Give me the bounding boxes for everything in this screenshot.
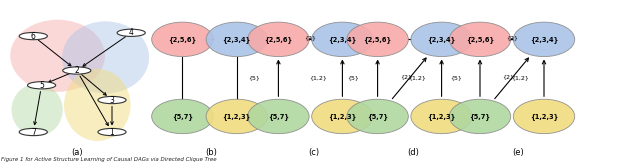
Text: (a): (a) bbox=[71, 148, 83, 157]
Text: (c): (c) bbox=[308, 148, 319, 157]
Text: 3: 3 bbox=[109, 96, 115, 104]
Text: {2,3,4}: {2,3,4} bbox=[328, 36, 356, 43]
Text: 2: 2 bbox=[74, 66, 79, 75]
Ellipse shape bbox=[206, 99, 268, 134]
Text: {1,2,3}: {1,2,3} bbox=[223, 113, 251, 120]
Text: 7: 7 bbox=[31, 128, 36, 136]
Text: {5}: {5} bbox=[248, 75, 260, 80]
Ellipse shape bbox=[347, 22, 408, 57]
Text: {1,2,3}: {1,2,3} bbox=[428, 113, 456, 120]
Ellipse shape bbox=[513, 99, 575, 134]
Text: {5}: {5} bbox=[450, 75, 461, 80]
Text: {2,3,4}: {2,3,4} bbox=[428, 36, 456, 43]
Text: 6: 6 bbox=[31, 32, 36, 41]
Text: 5: 5 bbox=[39, 81, 44, 90]
Ellipse shape bbox=[411, 99, 472, 134]
Text: {1,2}: {1,2} bbox=[408, 75, 426, 80]
Circle shape bbox=[63, 67, 91, 74]
Text: (e): (e) bbox=[513, 148, 524, 157]
Text: {2}: {2} bbox=[400, 75, 412, 80]
Ellipse shape bbox=[312, 22, 373, 57]
Ellipse shape bbox=[152, 99, 213, 134]
Text: {5,7}: {5,7} bbox=[367, 113, 388, 120]
Text: {1,2}: {1,2} bbox=[511, 75, 529, 80]
Text: {5,7}: {5,7} bbox=[469, 113, 491, 120]
Ellipse shape bbox=[449, 99, 511, 134]
Ellipse shape bbox=[206, 22, 268, 57]
Circle shape bbox=[28, 82, 56, 89]
Text: {2,5,6}: {2,5,6} bbox=[466, 36, 494, 43]
Ellipse shape bbox=[513, 22, 575, 57]
Text: 1: 1 bbox=[109, 128, 115, 136]
Text: (d): (d) bbox=[407, 148, 419, 157]
Text: {1,2,3}: {1,2,3} bbox=[328, 113, 356, 120]
Text: {2,5,6}: {2,5,6} bbox=[168, 36, 196, 43]
Ellipse shape bbox=[248, 22, 309, 57]
Ellipse shape bbox=[347, 99, 408, 134]
Text: {2}: {2} bbox=[502, 75, 514, 80]
Ellipse shape bbox=[152, 22, 213, 57]
Ellipse shape bbox=[12, 84, 63, 136]
Text: {1,2}: {1,2} bbox=[309, 75, 327, 80]
Circle shape bbox=[19, 128, 47, 136]
Ellipse shape bbox=[64, 69, 131, 141]
Circle shape bbox=[19, 32, 47, 40]
Text: {1,2,3}: {1,2,3} bbox=[530, 113, 558, 120]
Ellipse shape bbox=[10, 20, 105, 92]
Text: {5,7}: {5,7} bbox=[172, 113, 193, 120]
Text: {2,3,4}: {2,3,4} bbox=[530, 36, 558, 43]
Text: {2,5,6}: {2,5,6} bbox=[264, 36, 292, 43]
Text: {5}: {5} bbox=[348, 75, 359, 80]
Text: {2,5,6}: {2,5,6} bbox=[364, 36, 392, 43]
Text: {5,7}: {5,7} bbox=[268, 113, 289, 120]
Circle shape bbox=[117, 29, 145, 36]
Ellipse shape bbox=[62, 21, 149, 93]
Circle shape bbox=[98, 96, 126, 104]
Text: {2}: {2} bbox=[506, 36, 518, 41]
Ellipse shape bbox=[411, 22, 472, 57]
Text: (b): (b) bbox=[205, 148, 217, 157]
Ellipse shape bbox=[248, 99, 309, 134]
Text: {2,3,4}: {2,3,4} bbox=[223, 36, 251, 43]
Text: Figure 1 for Active Structure Learning of Causal DAGs via Directed Clique Tree: Figure 1 for Active Structure Learning o… bbox=[1, 157, 217, 162]
Text: {2}: {2} bbox=[305, 36, 316, 41]
Ellipse shape bbox=[449, 22, 511, 57]
Circle shape bbox=[98, 128, 126, 136]
Text: 4: 4 bbox=[129, 28, 134, 37]
Ellipse shape bbox=[312, 99, 373, 134]
